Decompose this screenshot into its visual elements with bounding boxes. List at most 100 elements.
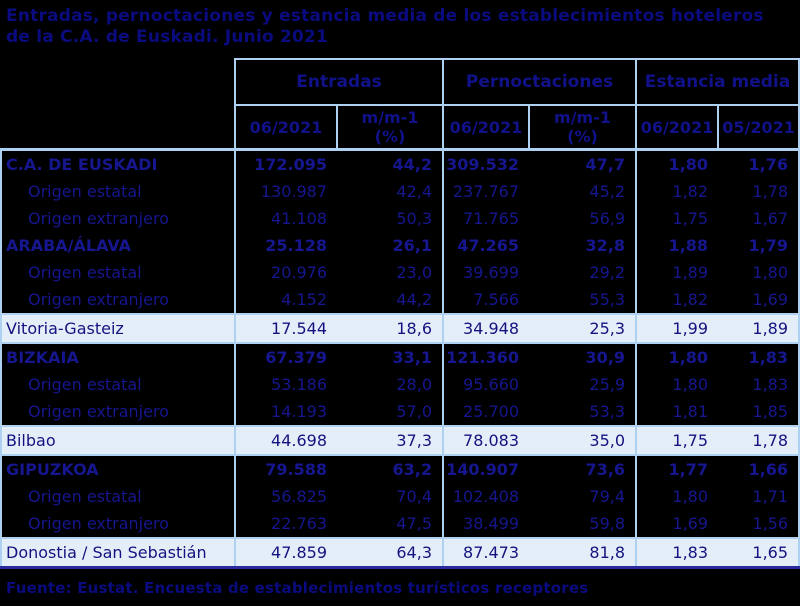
cell-value: 14.193 xyxy=(235,398,337,426)
cell-value: 1,80 xyxy=(636,343,719,371)
cell-value: 1,88 xyxy=(636,232,719,259)
cell-value: 20.976 xyxy=(235,259,337,286)
cell-value: 1,82 xyxy=(636,178,719,205)
cell-value: 1,83 xyxy=(718,371,800,398)
table-row: Origen extranjero 14.193 57,0 25.700 53,3 1,8… xyxy=(0,398,800,426)
cell-value: 1,85 xyxy=(718,398,800,426)
page-title: Entradas, pernoctaciones y estancia medi… xyxy=(0,0,800,48)
table-row: Vitoria-Gasteiz 17.544 18,6 34.948 25,3 1,99 1… xyxy=(0,313,800,344)
cell-value: 55,3 xyxy=(529,286,638,314)
column-header-estancia-052021: 05/2021 xyxy=(717,104,800,151)
row-label: Origen estatal xyxy=(0,259,236,286)
row-label: Origen extranjero xyxy=(0,205,236,232)
table-row: BIZKAIA 67.379 33,1 121.360 30,9 1,80 1,83 xyxy=(0,343,800,371)
cell-value: 39.699 xyxy=(443,259,529,286)
cell-value: 1,78 xyxy=(718,178,800,205)
cell-value: 1,76 xyxy=(718,149,800,178)
cell-value: 140.907 xyxy=(443,455,529,483)
cell-value: 1,80 xyxy=(636,149,719,178)
table-row: Origen extranjero 22.763 47,5 38.499 59,8 1,6… xyxy=(0,510,800,538)
cell-value: 47,7 xyxy=(529,149,638,178)
cell-value: 56,9 xyxy=(529,205,638,232)
cell-value: 1,65 xyxy=(718,537,800,569)
cell-value: 1,81 xyxy=(636,398,719,426)
cell-value: 1,82 xyxy=(636,286,719,314)
cell-value: 237.767 xyxy=(443,178,529,205)
cell-value: 1,89 xyxy=(636,259,719,286)
cell-value: 1,83 xyxy=(636,537,719,569)
cell-value: 130.987 xyxy=(235,178,337,205)
hotel-statistics-table: Entradas Pernoctaciones Estancia media 0… xyxy=(0,58,800,569)
cell-value: 30,9 xyxy=(529,343,638,371)
row-label: ARABA/ÁLAVA xyxy=(0,232,236,259)
column-header-pernoctaciones-062021: 06/2021 xyxy=(442,104,530,151)
cell-value: 1,79 xyxy=(718,232,800,259)
title-line-1: Entradas, pernoctaciones y estancia medi… xyxy=(6,6,764,26)
table-row: Origen estatal 20.976 23,0 39.699 29,2 1,89 1,… xyxy=(0,259,800,286)
cell-value: 78.083 xyxy=(443,425,529,456)
row-label: Origen estatal xyxy=(0,371,236,398)
cell-value: 73,6 xyxy=(529,455,638,483)
cell-value: 34.948 xyxy=(443,313,529,344)
cell-value: 25,3 xyxy=(529,313,638,344)
table-header: Entradas Pernoctaciones Estancia media 0… xyxy=(1,58,800,151)
table-row: C.A. DE EUSKADI 172.095 44,2 309.532 47,7 1,8… xyxy=(0,149,800,178)
cell-value: 25,9 xyxy=(529,371,638,398)
cell-value: 32,8 xyxy=(529,232,638,259)
row-label: Origen estatal xyxy=(0,483,236,510)
table-row: Origen estatal 56.825 70,4 102.408 79,4 1,80 1… xyxy=(0,483,800,510)
cell-value: 23,0 xyxy=(337,259,444,286)
row-label: C.A. DE EUSKADI xyxy=(0,149,236,178)
table-row: Origen extranjero 41.108 50,3 71.765 56,9 1,7… xyxy=(0,205,800,232)
column-group-pernoctaciones: Pernoctaciones xyxy=(441,58,638,106)
cell-value: 70,4 xyxy=(337,483,444,510)
source-note: Fuente: Eustat. Encuesta de establecimie… xyxy=(6,579,589,597)
cell-value: 53.186 xyxy=(235,371,337,398)
cell-value: 56.825 xyxy=(235,483,337,510)
cell-value: 63,2 xyxy=(337,455,444,483)
cell-value: 1,77 xyxy=(636,455,719,483)
cell-value: 45,2 xyxy=(529,178,638,205)
column-header-entradas-variation: m/m-1 (%) xyxy=(336,104,444,151)
cell-value: 71.765 xyxy=(443,205,529,232)
cell-value: 17.544 xyxy=(235,313,337,344)
row-label: Donostia / San Sebastián xyxy=(0,537,236,569)
column-header-estancia-062021: 06/2021 xyxy=(635,104,720,151)
cell-value: 28,0 xyxy=(337,371,444,398)
cell-value: 25.700 xyxy=(443,398,529,426)
cell-value: 47.859 xyxy=(235,537,337,569)
cell-value: 1,80 xyxy=(718,259,800,286)
cell-value: 1,89 xyxy=(718,313,800,344)
cell-value: 1,99 xyxy=(636,313,719,344)
cell-value: 25.128 xyxy=(235,232,337,259)
table-row: Origen estatal 53.186 28,0 95.660 25,9 1,80 1,… xyxy=(0,371,800,398)
column-group-entradas: Entradas xyxy=(234,58,444,106)
table-row: Origen estatal 130.987 42,4 237.767 45,2 1,82… xyxy=(0,178,800,205)
cell-value: 1,67 xyxy=(718,205,800,232)
cell-value: 26,1 xyxy=(337,232,444,259)
sub-header-row: 06/2021 m/m-1 (%) 06/2021 m/m-1 (%) 06/2… xyxy=(1,104,800,151)
table-row: Bilbao 44.698 37,3 78.083 35,0 1,75 1,78 xyxy=(0,425,800,456)
table-row: ARABA/ÁLAVA 25.128 26,1 47.265 32,8 1,88 1,79 xyxy=(0,232,800,259)
column-group-estancia-media: Estancia media xyxy=(635,58,800,106)
cell-value: 172.095 xyxy=(235,149,337,178)
cell-value: 81,8 xyxy=(529,537,638,569)
cell-value: 1,80 xyxy=(636,371,719,398)
cell-value: 309.532 xyxy=(443,149,529,178)
cell-value: 4.152 xyxy=(235,286,337,314)
cell-value: 22.763 xyxy=(235,510,337,538)
cell-value: 1,56 xyxy=(718,510,800,538)
cell-value: 59,8 xyxy=(529,510,638,538)
cell-value: 35,0 xyxy=(529,425,638,456)
row-label: Bilbao xyxy=(0,425,236,456)
cell-value: 53,3 xyxy=(529,398,638,426)
row-label: Origen extranjero xyxy=(0,510,236,538)
cell-value: 1,83 xyxy=(718,343,800,371)
cell-value: 47.265 xyxy=(443,232,529,259)
row-label: Origen extranjero xyxy=(0,398,236,426)
cell-value: 37,3 xyxy=(337,425,444,456)
table-row: Donostia / San Sebastián 47.859 64,3 87.473… xyxy=(0,537,800,569)
cell-value: 1,75 xyxy=(636,425,719,456)
cell-value: 29,2 xyxy=(529,259,638,286)
row-label: Vitoria-Gasteiz xyxy=(0,313,236,344)
